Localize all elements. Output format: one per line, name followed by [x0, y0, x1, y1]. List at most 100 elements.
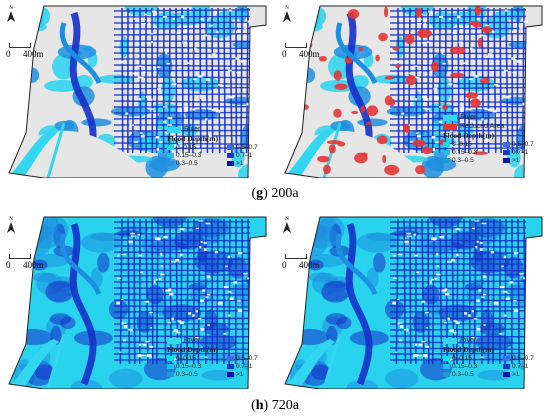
- legend-depth-label: 0–0.15: [452, 140, 472, 148]
- legend-depth-label: >1: [512, 370, 520, 378]
- legend-depth-item: 0.3–0.5: [443, 371, 503, 378]
- legend-river-item: River: [443, 113, 550, 122]
- legend-depth-item: 0.5–0.7: [227, 355, 275, 362]
- north-arrow: N: [282, 6, 292, 25]
- legend-depth-swatch: [443, 150, 450, 155]
- legend-river-label: River: [460, 113, 477, 121]
- legend-depth-swatch: [227, 153, 234, 158]
- legend-depth-swatch: [503, 150, 510, 155]
- legend-depth-swatch: [503, 356, 510, 361]
- legend-depth-swatch: [227, 356, 234, 361]
- legend-depth-item: 0.3–0.5: [167, 371, 227, 378]
- legend-depth-label: 0–0.15: [452, 354, 472, 362]
- north-arrow-icon: [283, 11, 291, 22]
- legend-river-label: River: [184, 125, 201, 133]
- caption-h: (h) 720a: [251, 398, 299, 413]
- legend-reduced-item: Reduced Area: [443, 122, 550, 131]
- legend-depth-item: 0.15–0.3: [167, 152, 227, 159]
- legend-depth-label: >1: [236, 159, 244, 167]
- legend-depth-label: 0.5–0.7: [236, 354, 258, 362]
- north-arrow: N: [6, 217, 16, 236]
- legend-depth-swatch: [443, 356, 450, 361]
- legend-depth-swatch: [167, 161, 174, 166]
- legend-depth-label: 0.15–0.3: [176, 151, 202, 159]
- legend-depth-label: 0–0.15: [176, 143, 196, 151]
- legend: River Flood Depth(m) 0–0.15 0.5–0.7 0.15–0…: [167, 125, 275, 167]
- legend-depth-swatch: [443, 364, 450, 369]
- north-arrow-icon: [283, 222, 291, 233]
- legend-depth-label: 0.3–0.5: [176, 370, 198, 378]
- legend-depth-label: >1: [512, 156, 520, 164]
- north-arrow-icon: [7, 11, 15, 22]
- legend-depth-swatch: [227, 364, 234, 369]
- legend-depth-swatch: [167, 364, 174, 369]
- legend-depth-item: 0–0.15: [443, 141, 503, 148]
- north-arrow: N: [282, 217, 292, 236]
- legend-reduced-swatch: [443, 123, 457, 130]
- legend-depth-swatch: [443, 158, 450, 163]
- legend-depth-item: 0.15–0.3: [443, 149, 503, 156]
- legend-depth-label: 0.15–0.3: [176, 362, 202, 370]
- legend-depth-swatch: [503, 158, 510, 163]
- legend-depth-item: 0.7–1: [503, 149, 550, 156]
- legend-depth-label: 0.3–0.5: [176, 159, 198, 167]
- legend-depth-swatch: [503, 372, 510, 377]
- legend-river-swatch: [167, 337, 181, 344]
- north-arrow: N: [6, 6, 16, 25]
- legend-depth-label: 0.7–1: [236, 362, 253, 370]
- legend-depth-label: >1: [236, 370, 244, 378]
- legend-reduced-label: Reduced Area: [460, 122, 505, 130]
- legend-depth-item: >1: [503, 157, 550, 164]
- legend-river-swatch: [167, 126, 181, 133]
- legend-river-swatch: [443, 337, 457, 344]
- legend-depth-item: 0.15–0.3: [167, 363, 227, 370]
- legend-depth-swatch: [227, 161, 234, 166]
- legend-depth-item: 0–0.15: [167, 355, 227, 362]
- legend-depth-item: >1: [227, 160, 275, 167]
- legend-depth-swatch: [167, 372, 174, 377]
- legend-depth-item: 0.7–1: [227, 152, 275, 159]
- legend-title: Flood Depth(m): [443, 131, 495, 140]
- legend-depth-item: 0–0.15: [443, 355, 503, 362]
- legend-depth-label: 0.5–0.7: [512, 354, 534, 362]
- legend-title: Flood Depth(m): [167, 345, 219, 354]
- flood-map-panel: N 0 400m River Flood Depth(m) 0–0.15 0.5–…: [4, 214, 272, 389]
- legend-river-swatch: [443, 114, 457, 121]
- legend: River Reduced Area Flood Depth(m) 0–0.15…: [443, 113, 550, 164]
- legend-depth-swatch: [227, 145, 234, 150]
- flood-map-panel: N 0 400m River Flood Depth(m) 0–0.15 0.5–…: [280, 214, 548, 389]
- legend-depth-swatch: [443, 142, 450, 147]
- legend-depth-item: 0.5–0.7: [227, 144, 275, 151]
- legend-depth-label: 0.3–0.5: [452, 370, 474, 378]
- legend-depth-swatch: [167, 356, 174, 361]
- legend-depth-item: >1: [503, 371, 550, 378]
- legend-depth-swatch: [167, 153, 174, 158]
- legend-depth-label: 0.7–1: [512, 362, 529, 370]
- legend-depth-swatch: [443, 372, 450, 377]
- legend-depth-label: 0.7–1: [236, 151, 253, 159]
- legend: River Flood Depth(m) 0–0.15 0.5–0.7 0.15–0…: [167, 336, 275, 378]
- flood-map-panel: N 0 400m River Reduced Area Flood Depth(…: [280, 3, 548, 178]
- flood-map: [284, 216, 543, 389]
- legend-depth-item: 0.7–1: [227, 363, 275, 370]
- legend-depth-label: 0.15–0.3: [452, 362, 478, 370]
- legend-depth-swatch: [503, 142, 510, 147]
- flood-map: [8, 216, 267, 389]
- legend: River Flood Depth(m) 0–0.15 0.5–0.7 0.15–0…: [443, 336, 550, 378]
- legend-depth-item: 0.5–0.7: [503, 141, 550, 148]
- flood-map: [8, 5, 267, 178]
- legend-depth-swatch: [503, 364, 510, 369]
- legend-depth-item: 0.5–0.7: [503, 355, 550, 362]
- caption-g: (g) 200a: [251, 186, 299, 201]
- legend-depth-label: 0.5–0.7: [236, 143, 258, 151]
- legend-depth-swatch: [167, 145, 174, 150]
- legend-depth-item: 0.3–0.5: [167, 160, 227, 167]
- north-arrow-icon: [7, 222, 15, 233]
- legend-depth-item: 0.7–1: [503, 363, 550, 370]
- legend-depth-swatch: [227, 372, 234, 377]
- legend-river-item: River: [443, 336, 550, 345]
- legend-title: Flood Depth(m): [443, 345, 495, 354]
- legend-title: Flood Depth(m): [167, 134, 219, 143]
- legend-depth-item: 0.3–0.5: [443, 157, 503, 164]
- legend-river-label: River: [184, 336, 201, 344]
